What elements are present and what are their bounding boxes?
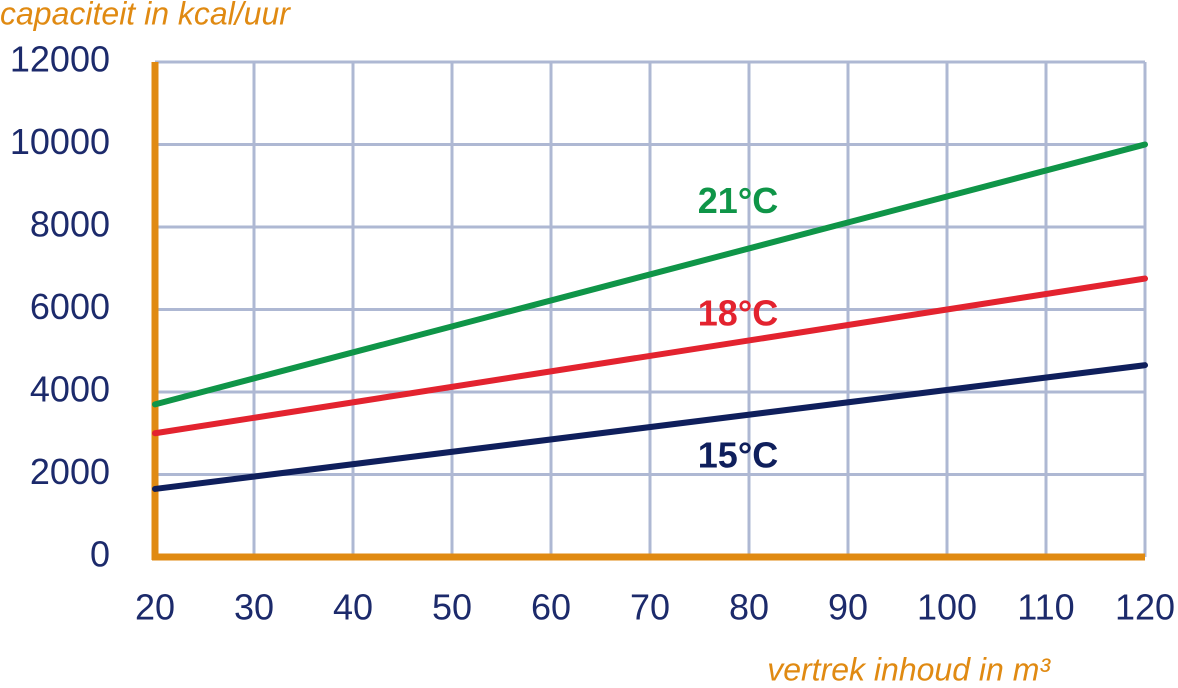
y-axis-title: capaciteit in kcal/uur [0, 0, 291, 31]
y-tick-label: 4000 [30, 369, 110, 410]
y-tick-label: 12000 [10, 39, 110, 80]
x-tick-label: 110 [1017, 587, 1074, 628]
x-tick-label: 40 [333, 587, 373, 628]
series-line [152, 362, 1148, 492]
y-tick-label: 2000 [30, 451, 110, 492]
x-tick-label: 50 [432, 587, 472, 628]
x-tick-label: 100 [917, 587, 977, 628]
series-line [152, 275, 1148, 437]
x-tick-label: 70 [630, 587, 670, 628]
x-tick-label: 120 [1115, 587, 1175, 628]
x-tick-label: 90 [828, 587, 868, 628]
x-tick-label: 80 [729, 587, 769, 628]
x-tick-label: 30 [234, 587, 274, 628]
x-tick-label: 60 [531, 587, 571, 628]
y-tick-label: 10000 [10, 121, 110, 162]
y-tick-label: 6000 [30, 286, 110, 327]
series-label: 21°C [698, 180, 778, 221]
y-tick-label: 0 [90, 534, 110, 575]
y-tick-label: 8000 [30, 204, 110, 245]
x-axis-title: vertrek inhoud in m³ [767, 651, 1051, 687]
series-line [152, 141, 1148, 408]
x-tick-label: 20 [135, 587, 175, 628]
series-label: 18°C [698, 293, 778, 334]
series-label: 15°C [698, 435, 778, 476]
